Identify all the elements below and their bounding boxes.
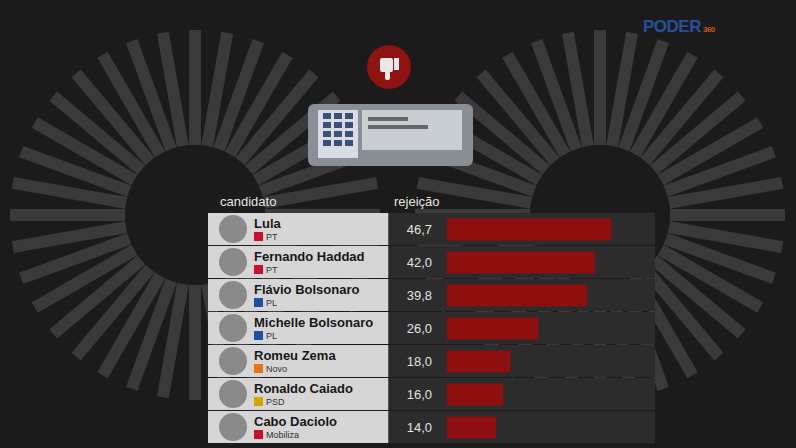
html-text:candidato: candidato [220, 194, 277, 209]
svg-text:46,7: 46,7 [407, 222, 432, 237]
html-text:PT: PT [266, 232, 278, 242]
html-text:Romeu Zema: Romeu Zema [254, 348, 336, 363]
html-text:Lula: Lula [254, 216, 281, 231]
html-text:PL: PL [266, 331, 277, 341]
svg-text:39,8: 39,8 [407, 288, 432, 303]
svg-text:14,0: 14,0 [407, 420, 432, 435]
svg-text:26,0: 26,0 [407, 321, 432, 336]
svg-text:18,0: 18,0 [407, 354, 432, 369]
html-text:PSD: PSD [266, 397, 285, 407]
html-text:Cabo Daciolo: Cabo Daciolo [254, 414, 338, 429]
html-text:Fernando Haddad: Fernando Haddad [254, 249, 365, 264]
html-text:Michelle Bolsonaro: Michelle Bolsonaro [254, 315, 374, 330]
html-text:Flávio Bolsonaro: Flávio Bolsonaro [254, 282, 360, 297]
html-text:PODER: PODER [643, 17, 701, 36]
html-text:rejeição: rejeição [394, 194, 440, 209]
svg-text:16,0: 16,0 [407, 387, 432, 402]
html-text:PT: PT [266, 265, 278, 275]
html-text:Mobiliza: Mobiliza [266, 430, 299, 440]
html-text:Ronaldo Caiado: Ronaldo Caiado [254, 381, 353, 396]
html-text:PL: PL [266, 298, 277, 308]
html-text:360: 360 [703, 25, 715, 34]
svg-text:42,0: 42,0 [407, 255, 432, 270]
html-text:Novo: Novo [266, 364, 287, 374]
